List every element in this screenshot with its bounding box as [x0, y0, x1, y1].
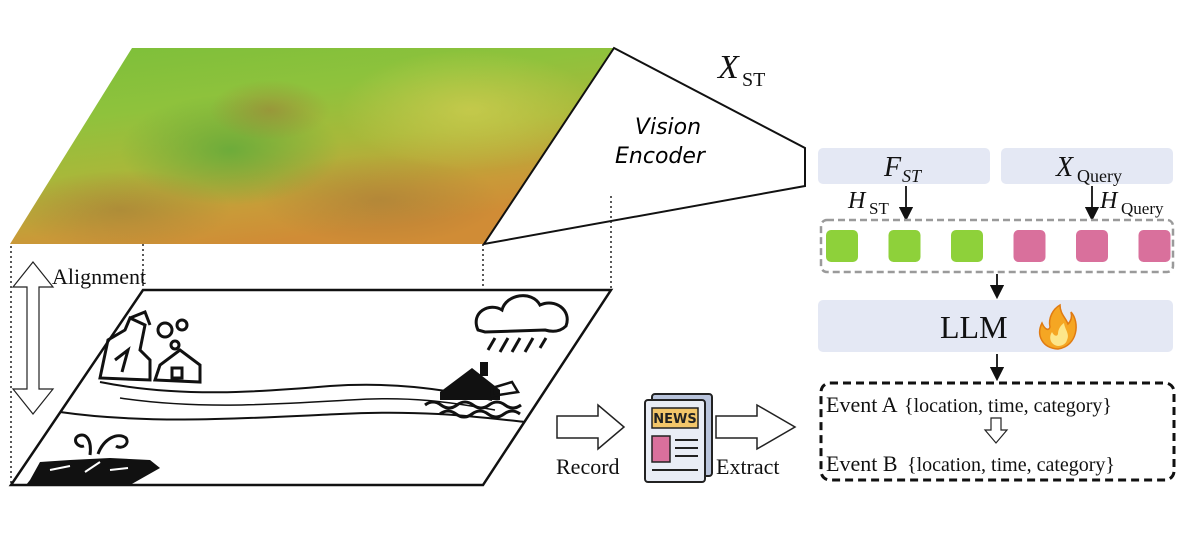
earthquake-house-icon [98, 310, 202, 384]
svg-text:ST: ST [742, 69, 765, 91]
vision-encoder-label-line1: Vision [635, 115, 701, 140]
svg-text:H: H [847, 188, 867, 214]
event-a-line: Event A {location, time, category} [826, 392, 1112, 417]
query-token [1076, 230, 1108, 262]
query-token [1013, 230, 1046, 262]
h-query-label: H Query [1099, 188, 1164, 218]
svg-text:ST: ST [869, 199, 889, 218]
x-st-label: X ST [716, 49, 765, 91]
svg-text:F: F [883, 152, 902, 183]
flame-icon [1038, 303, 1077, 350]
st-token [826, 230, 858, 262]
drought-icon [26, 433, 160, 485]
newspaper-icon: NEWS [644, 393, 713, 483]
svg-text:Query: Query [1077, 166, 1122, 186]
x-query-panel: X Query [1001, 148, 1173, 186]
event-map [8, 288, 614, 487]
extract-label: Extract [716, 454, 780, 479]
st-token [951, 230, 983, 262]
vision-encoder-label-line2: Encoder [615, 144, 707, 169]
llm-panel: LLM [818, 300, 1173, 352]
news-label: NEWS [653, 412, 696, 427]
rain-cloud-icon [474, 294, 569, 353]
f-st-panel: F ST [818, 148, 990, 186]
query-token [1138, 230, 1171, 262]
event-b-fields: {location, time, category} [907, 454, 1115, 476]
svg-text:ST: ST [902, 166, 923, 186]
event-sequence-arrow [983, 417, 1009, 444]
extract-arrow [715, 403, 797, 451]
event-b-line: Event B {location, time, category} [826, 451, 1115, 476]
svg-text:X: X [716, 49, 740, 86]
alignment-double-arrow [11, 261, 55, 415]
vision-encoder-block: Vision Encoder [481, 46, 806, 246]
h-st-label: H ST [847, 188, 889, 218]
record-label: Record [556, 454, 620, 479]
event-a-name: Event A [826, 392, 898, 417]
event-a-fields: {location, time, category} [904, 395, 1112, 417]
svg-text:H: H [1099, 188, 1119, 214]
flood-house-icon [424, 362, 522, 419]
token-sequence-box [819, 218, 1175, 274]
alignment-label: Alignment [52, 264, 146, 289]
llm-label: LLM [940, 309, 1008, 345]
token-row [826, 230, 1171, 262]
event-b-name: Event B [826, 451, 898, 476]
svg-text:Query: Query [1121, 199, 1164, 218]
spatiotemporal-map [10, 48, 614, 244]
svg-text:X: X [1055, 152, 1074, 183]
record-arrow [556, 403, 626, 451]
st-token [888, 230, 921, 262]
